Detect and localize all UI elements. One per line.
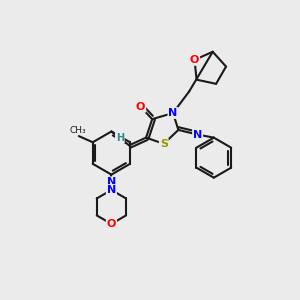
Text: O: O	[107, 219, 116, 229]
Text: O: O	[136, 102, 145, 112]
Text: H: H	[116, 133, 124, 142]
Text: N: N	[168, 108, 178, 118]
Text: S: S	[160, 139, 168, 149]
Text: O: O	[190, 55, 199, 65]
Text: CH₃: CH₃	[69, 126, 85, 135]
Text: N: N	[107, 185, 116, 195]
Text: N: N	[193, 130, 202, 140]
Text: N: N	[107, 177, 116, 187]
